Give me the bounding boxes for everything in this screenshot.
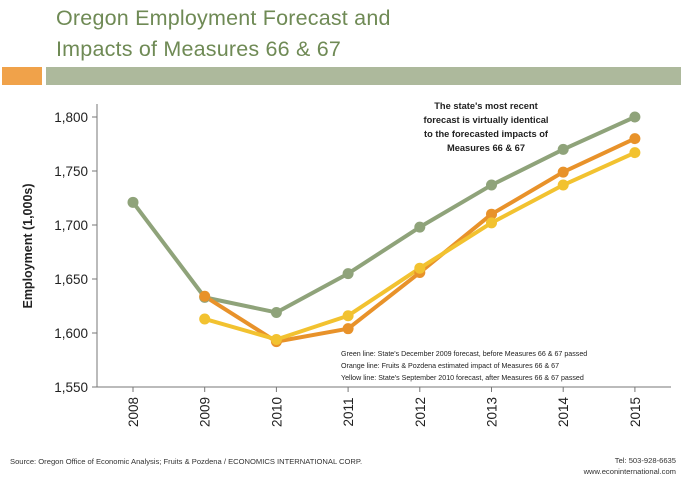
orange-series-point (199, 290, 211, 302)
orange-series-point (486, 208, 497, 220)
green-series-point (557, 143, 569, 155)
yellow-series-point (342, 310, 354, 322)
x-tick-label: 2009 (198, 397, 213, 427)
y-tick-label: 1,550 (54, 380, 88, 395)
annotation-line-3: to the forecasted impacts of (424, 129, 549, 139)
y-tick-label: 1,800 (54, 110, 88, 125)
orange-series-point (342, 323, 354, 335)
y-tick-label: 1,600 (54, 326, 88, 341)
annotation-line-2: forecast is virtually identical (423, 115, 548, 125)
legend-notes: Green line: State's December 2009 foreca… (341, 350, 587, 382)
x-tick-label: 2013 (485, 397, 500, 427)
website-url: www.econinternational.com (583, 467, 676, 476)
x-tick-label: 2010 (269, 397, 284, 427)
page-title: Oregon Employment Forecast and Impacts o… (56, 3, 391, 65)
yellow-series-point (557, 179, 569, 191)
phone-number: Tel: 503-928-6635 (614, 456, 676, 465)
orange-accent-band (2, 67, 42, 85)
yellow-series-point (486, 217, 497, 229)
green-series-point (270, 306, 282, 318)
y-tick-label: 1,700 (54, 218, 88, 233)
orange-series-point (557, 166, 569, 178)
green-series-line (131, 115, 636, 315)
orange-series-point (629, 133, 641, 145)
green-series-point (414, 221, 426, 233)
contact-info: Tel: 503-928-6635 www.econinternational.… (584, 455, 676, 477)
yellow-series-point (270, 333, 282, 345)
legend-note-green: Green line: State's December 2009 foreca… (341, 350, 587, 358)
x-tick-label: 2008 (126, 397, 141, 427)
title-line-2: Impacts of Measures 66 & 67 (56, 37, 342, 61)
annotation-line-4: Measures 66 & 67 (447, 143, 525, 153)
annotation-line-1: The state's most recent (434, 101, 537, 111)
green-accent-band (46, 67, 681, 85)
y-tick-label: 1,750 (54, 164, 88, 179)
green-series-point (629, 111, 641, 123)
employment-line-chart: Employment (1,000s) 1,550 1,600 1,650 1,700… (21, 101, 671, 427)
x-tick-label: 2011 (341, 397, 356, 426)
green-series-point (127, 196, 139, 208)
x-tick-label: 2014 (556, 396, 571, 427)
green-series-point (486, 179, 497, 191)
legend-note-orange: Orange line: Fruits & Pozdena estimated … (341, 362, 559, 370)
x-tick-label: 2015 (628, 397, 643, 427)
yellow-series-point (629, 147, 641, 159)
y-axis-label: Employment (1,000s) (21, 183, 35, 308)
y-tick-label: 1,650 (54, 272, 88, 287)
chart-annotation: The state's most recent forecast is virt… (423, 101, 548, 153)
yellow-series-point (414, 262, 426, 274)
green-series-point (342, 268, 354, 280)
title-line-1: Oregon Employment Forecast and (56, 6, 391, 30)
source-note: Source: Oregon Office of Economic Analys… (10, 457, 363, 466)
yellow-series-point (199, 313, 211, 325)
x-tick-label: 2012 (413, 397, 428, 427)
legend-note-yellow: Yellow line: State's September 2010 fore… (341, 374, 584, 382)
